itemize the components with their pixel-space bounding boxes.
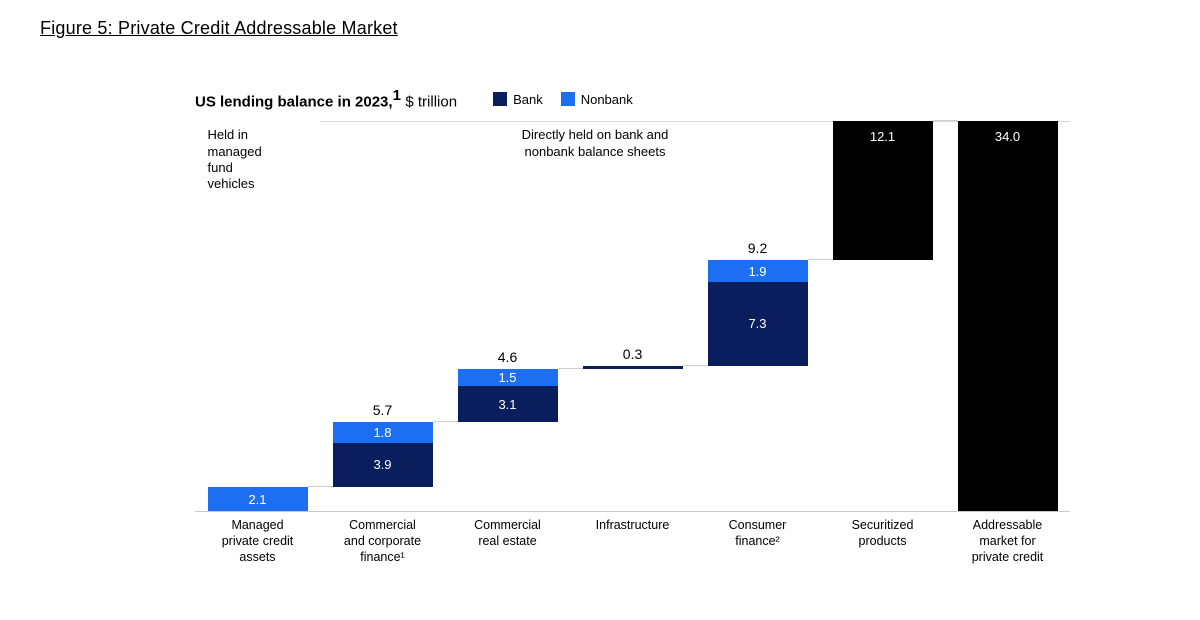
x-label-corp: Commercialand corporatefinance¹ bbox=[320, 518, 445, 565]
segment-bank-corp: 3.9 bbox=[333, 443, 433, 488]
x-label-securitized: Securitizedproducts bbox=[820, 518, 945, 565]
chart-column-infra: 0.3 bbox=[570, 121, 695, 511]
bar-consumer: 1.97.3 bbox=[708, 260, 808, 366]
legend-swatch-bank bbox=[493, 92, 507, 106]
bar-securitized: 12.1 bbox=[833, 121, 933, 260]
chart-legend: Bank Nonbank bbox=[493, 92, 633, 107]
subtitle-unit: $ trillion bbox=[405, 93, 457, 110]
segment-nonbank-consumer: 1.9 bbox=[708, 260, 808, 282]
chart-column-cre: 1.53.1 4.6 bbox=[445, 121, 570, 511]
segment-bank-consumer: 7.3 bbox=[708, 282, 808, 366]
total-label-cre: 4.6 bbox=[445, 349, 570, 365]
chart-column-managed: 2.1 bbox=[195, 121, 320, 511]
chart-x-axis: Managedprivate creditassetsCommercialand… bbox=[195, 512, 1070, 565]
bar-cre: 1.53.1 bbox=[458, 369, 558, 422]
total-label-consumer: 9.2 bbox=[695, 240, 820, 256]
segment-nonbank-corp: 1.8 bbox=[333, 422, 433, 443]
legend-label-nonbank: Nonbank bbox=[581, 92, 633, 107]
segment-nonbank-cre: 1.5 bbox=[458, 369, 558, 386]
bar-corp: 1.83.9 bbox=[333, 422, 433, 487]
figure-title: Figure 5: Private Credit Addressable Mar… bbox=[40, 18, 1160, 39]
x-label-managed: Managedprivate creditassets bbox=[195, 518, 320, 565]
segment-bank-cre: 3.1 bbox=[458, 386, 558, 422]
bar-tam: 34.0 bbox=[958, 121, 1058, 511]
x-label-cre: Commercialreal estate bbox=[445, 518, 570, 565]
bar-managed: 2.1 bbox=[208, 487, 308, 511]
chart-subtitle: US lending balance in 2023,1 $ trillion bbox=[195, 87, 457, 111]
legend-item-nonbank: Nonbank bbox=[561, 92, 633, 107]
x-label-infra: Infrastructure bbox=[570, 518, 695, 565]
chart-column-consumer: 1.97.3 9.2 bbox=[695, 121, 820, 511]
subtitle-footnote: 1 bbox=[393, 87, 401, 104]
total-label-corp: 5.7 bbox=[320, 402, 445, 418]
x-label-consumer: Consumerfinance² bbox=[695, 518, 820, 565]
total-label-infra: 0.3 bbox=[570, 346, 695, 362]
legend-label-bank: Bank bbox=[513, 92, 543, 107]
bar-infra bbox=[583, 366, 683, 369]
chart-header: US lending balance in 2023,1 $ trillion … bbox=[195, 87, 1160, 111]
segment-securitized: 12.1 bbox=[833, 121, 933, 260]
chart-column-securitized: 12.1 bbox=[820, 121, 945, 511]
chart-column-corp: 1.83.9 5.7 bbox=[320, 121, 445, 511]
chart-area: Held inmanagedfundvehicles Directly held… bbox=[195, 121, 1070, 565]
chart-column-tam: 34.0 bbox=[945, 121, 1070, 511]
chart-plot: Held inmanagedfundvehicles Directly held… bbox=[195, 121, 1070, 512]
legend-item-bank: Bank bbox=[493, 92, 543, 107]
legend-swatch-nonbank bbox=[561, 92, 575, 106]
subtitle-bold: US lending balance in 2023, bbox=[195, 93, 393, 110]
segment-tam: 34.0 bbox=[958, 121, 1058, 511]
segment-nonbank-managed: 2.1 bbox=[208, 487, 308, 511]
segment-bank-infra bbox=[583, 366, 683, 369]
x-label-tam: Addressablemarket forprivate credit bbox=[945, 518, 1070, 565]
